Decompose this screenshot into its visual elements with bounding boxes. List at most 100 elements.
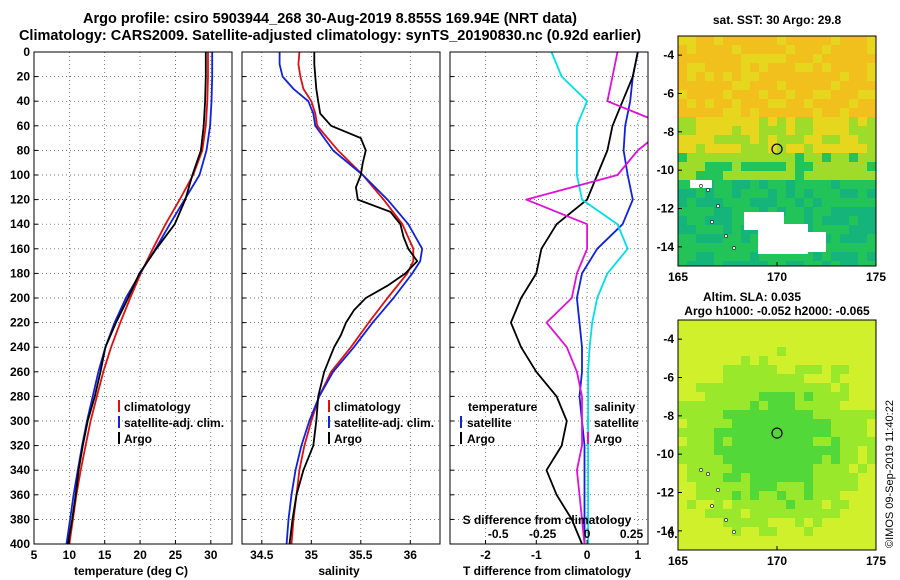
map-cell	[849, 491, 858, 500]
map-cell	[822, 144, 831, 153]
map-cell	[858, 234, 867, 243]
legend-climatology-label: climatology	[334, 400, 401, 414]
map-cell	[696, 545, 705, 550]
map-cell	[714, 392, 723, 401]
map-cell	[705, 455, 714, 464]
map-cell	[750, 162, 759, 171]
map-cell	[723, 347, 732, 356]
map-cell	[741, 81, 750, 90]
map-cell	[714, 54, 723, 63]
map-cell	[696, 63, 705, 72]
map-cell	[759, 500, 768, 509]
island-marker	[710, 504, 714, 508]
map-cell	[687, 374, 696, 383]
series-line-salinity-argo	[525, 52, 648, 544]
map-cell	[723, 54, 732, 63]
map-cell	[849, 338, 858, 347]
map-cell	[822, 356, 831, 365]
map-cell	[687, 36, 696, 45]
temperature-xlabel: temperature (deg C)	[74, 564, 188, 578]
legend-sal-satellite-label: satellite	[594, 416, 639, 430]
map-cell	[831, 36, 840, 45]
map-cell	[687, 455, 696, 464]
map-cell	[696, 243, 705, 252]
map-cell	[831, 216, 840, 225]
map-cell	[687, 428, 696, 437]
map-cell	[714, 329, 723, 338]
map-cell	[831, 153, 840, 162]
map-cell	[750, 338, 759, 347]
map-cell	[696, 189, 705, 198]
salinity-xlabel: salinity	[318, 564, 360, 578]
island-marker	[699, 468, 703, 472]
map-cell	[849, 234, 858, 243]
map-cell	[705, 144, 714, 153]
map-cell	[831, 234, 840, 243]
map-cell	[867, 234, 876, 243]
map-cell	[723, 36, 732, 45]
map-cell	[714, 207, 723, 216]
map-cell	[813, 207, 822, 216]
map-cell	[849, 261, 858, 266]
map-cell	[678, 45, 687, 54]
map-cell	[858, 320, 867, 329]
sla-map-title-1: Altim. SLA: 0.035	[703, 290, 801, 304]
map-cell	[678, 365, 687, 374]
map-cell	[696, 36, 705, 45]
map-cell	[687, 527, 696, 536]
y-tick-label: 40	[17, 94, 31, 108]
map-cell	[777, 527, 786, 536]
map-cell	[840, 72, 849, 81]
map-cell	[696, 99, 705, 108]
map-cell	[687, 446, 696, 455]
map-cell	[858, 419, 867, 428]
map-cell	[822, 473, 831, 482]
map-cell	[705, 243, 714, 252]
map-cell	[858, 198, 867, 207]
map-cell	[732, 126, 741, 135]
map-cell	[714, 518, 723, 527]
map-cell	[822, 464, 831, 473]
map-cell	[696, 500, 705, 509]
legend-satellite-label: satellite-adj. clim.	[334, 416, 434, 430]
map-cell	[732, 509, 741, 518]
map-cell	[840, 482, 849, 491]
map-cell	[714, 261, 723, 266]
map-cell	[705, 410, 714, 419]
map-cell	[795, 464, 804, 473]
map-cell	[705, 437, 714, 446]
map-cell	[867, 252, 876, 261]
map-cell	[750, 63, 759, 72]
temperature-grid	[33, 51, 232, 545]
map-cell	[786, 374, 795, 383]
map-cell	[696, 72, 705, 81]
map-cell	[822, 338, 831, 347]
map-cell	[714, 545, 723, 550]
map-cell	[732, 473, 741, 482]
map-cell	[732, 545, 741, 550]
map-cell	[786, 261, 795, 266]
map-cell	[858, 482, 867, 491]
map-cell	[867, 153, 876, 162]
map-cell	[759, 54, 768, 63]
map-cell	[777, 207, 786, 216]
x-tick-label: -2	[480, 548, 491, 562]
map-cell	[696, 338, 705, 347]
s-diff-tick-label: -0.25	[529, 527, 557, 541]
map-cell	[804, 329, 813, 338]
x-tick-label: 30	[204, 548, 218, 562]
island-marker	[699, 184, 703, 188]
map-cell	[714, 536, 723, 545]
y-tick-label: 300	[10, 414, 30, 428]
map-cell	[678, 410, 687, 419]
map-cell	[768, 356, 777, 365]
map-cell	[750, 117, 759, 126]
x-tick-label: 15	[98, 548, 112, 562]
map-cell	[804, 464, 813, 473]
map-cell	[687, 63, 696, 72]
map-cell	[858, 90, 867, 99]
map-cell	[849, 225, 858, 234]
map-cell	[732, 401, 741, 410]
map-cell	[768, 252, 777, 261]
